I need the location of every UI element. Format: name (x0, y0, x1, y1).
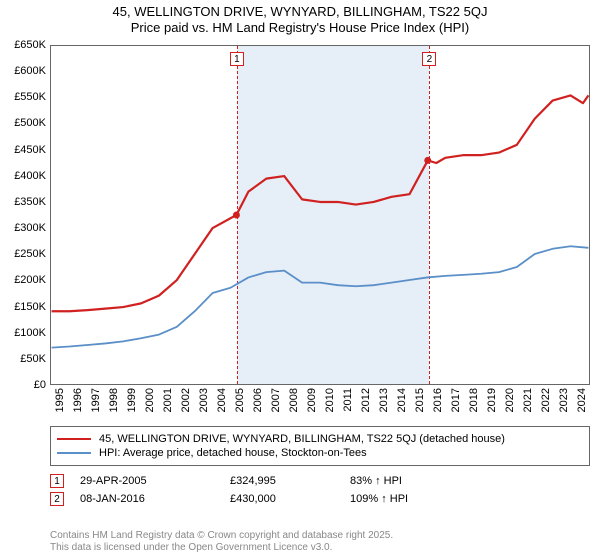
x-tick-label: 2013 (378, 388, 390, 412)
y-tick-label: £300K (14, 222, 46, 234)
y-tick-label: £550K (14, 91, 46, 103)
transaction-num-1: 1 (50, 474, 64, 488)
x-tick-label: 2011 (342, 388, 354, 412)
y-tick-label: £250K (14, 248, 46, 260)
y-tick-label: £650K (14, 39, 46, 51)
x-tick-label: 2008 (288, 388, 300, 412)
transaction-num-2: 2 (50, 492, 64, 506)
transaction-row-2: 2 08-JAN-2016 £430,000 109% ↑ HPI (50, 492, 590, 506)
x-tick-label: 2019 (486, 388, 498, 412)
x-tick-label: 2016 (432, 388, 444, 412)
y-tick-label: £150K (14, 301, 46, 313)
y-tick-label: £600K (14, 65, 46, 77)
x-tick-label: 2022 (540, 388, 552, 412)
x-tick-label: 2014 (396, 388, 408, 412)
y-tick-label: £100K (14, 327, 46, 339)
y-tick-label: £450K (14, 144, 46, 156)
y-tick-label: £0 (34, 379, 46, 391)
transaction-rows: 1 29-APR-2005 £324,995 83% ↑ HPI 2 08-JA… (50, 470, 590, 510)
legend-label-price: 45, WELLINGTON DRIVE, WYNYARD, BILLINGHA… (99, 433, 505, 445)
x-tick-label: 2004 (216, 388, 228, 412)
x-tick-label: 1996 (72, 388, 84, 412)
transaction-date-2: 08-JAN-2016 (80, 493, 230, 505)
y-tick-label: £350K (14, 196, 46, 208)
transaction-date-1: 29-APR-2005 (80, 475, 230, 487)
marker-dot (233, 212, 240, 219)
x-tick-label: 2002 (180, 388, 192, 412)
x-tick-label: 2001 (162, 388, 174, 412)
x-tick-label: 2023 (558, 388, 570, 412)
footer-attribution: Contains HM Land Registry data © Crown c… (50, 530, 393, 554)
x-tick-label: 2017 (450, 388, 462, 412)
x-tick-label: 2009 (306, 388, 318, 412)
x-tick-label: 2003 (198, 388, 210, 412)
x-tick-label: 1998 (108, 388, 120, 412)
transaction-price-1: £324,995 (230, 475, 350, 487)
y-tick-label: £50K (20, 353, 46, 365)
x-tick-label: 2006 (252, 388, 264, 412)
line-plot-svg (51, 46, 589, 384)
legend-row-price: 45, WELLINGTON DRIVE, WYNYARD, BILLINGHA… (57, 433, 583, 445)
title-block: 45, WELLINGTON DRIVE, WYNYARD, BILLINGHA… (0, 0, 600, 37)
legend-swatch-price (57, 438, 91, 440)
x-tick-label: 2018 (468, 388, 480, 412)
legend-swatch-hpi (57, 452, 91, 454)
x-tick-label: 2010 (324, 388, 336, 412)
y-tick-label: £400K (14, 170, 46, 182)
transaction-row-1: 1 29-APR-2005 £324,995 83% ↑ HPI (50, 474, 590, 488)
y-tick-label: £200K (14, 274, 46, 286)
footer-line-1: Contains HM Land Registry data © Crown c… (50, 530, 393, 542)
series-price_paid (52, 95, 589, 311)
x-tick-label: 2015 (414, 388, 426, 412)
x-tick-label: 1997 (90, 388, 102, 412)
plot-area: 1 2 (50, 45, 590, 385)
transaction-hpi-2: 109% ↑ HPI (350, 493, 408, 505)
x-tick-label: 1995 (54, 388, 66, 412)
x-tick-label: 2012 (360, 388, 372, 412)
title-subtitle: Price paid vs. HM Land Registry's House … (0, 20, 600, 36)
legend-label-hpi: HPI: Average price, detached house, Stoc… (99, 447, 367, 459)
x-tick-label: 2007 (270, 388, 282, 412)
transaction-price-2: £430,000 (230, 493, 350, 505)
x-tick-label: 1999 (126, 388, 138, 412)
y-tick-label: £500K (14, 117, 46, 129)
chart-container: 45, WELLINGTON DRIVE, WYNYARD, BILLINGHA… (0, 0, 600, 560)
title-address: 45, WELLINGTON DRIVE, WYNYARD, BILLINGHA… (0, 4, 600, 20)
x-tick-label: 2000 (144, 388, 156, 412)
footer-line-2: This data is licensed under the Open Gov… (50, 542, 393, 554)
marker-dot (424, 157, 431, 164)
legend-row-hpi: HPI: Average price, detached house, Stoc… (57, 447, 583, 459)
x-tick-label: 2021 (522, 388, 534, 412)
series-hpi (52, 246, 589, 347)
x-tick-label: 2005 (234, 388, 246, 412)
transaction-hpi-1: 83% ↑ HPI (350, 475, 402, 487)
legend: 45, WELLINGTON DRIVE, WYNYARD, BILLINGHA… (50, 426, 590, 466)
x-tick-label: 2020 (504, 388, 516, 412)
x-tick-label: 2024 (576, 388, 588, 412)
